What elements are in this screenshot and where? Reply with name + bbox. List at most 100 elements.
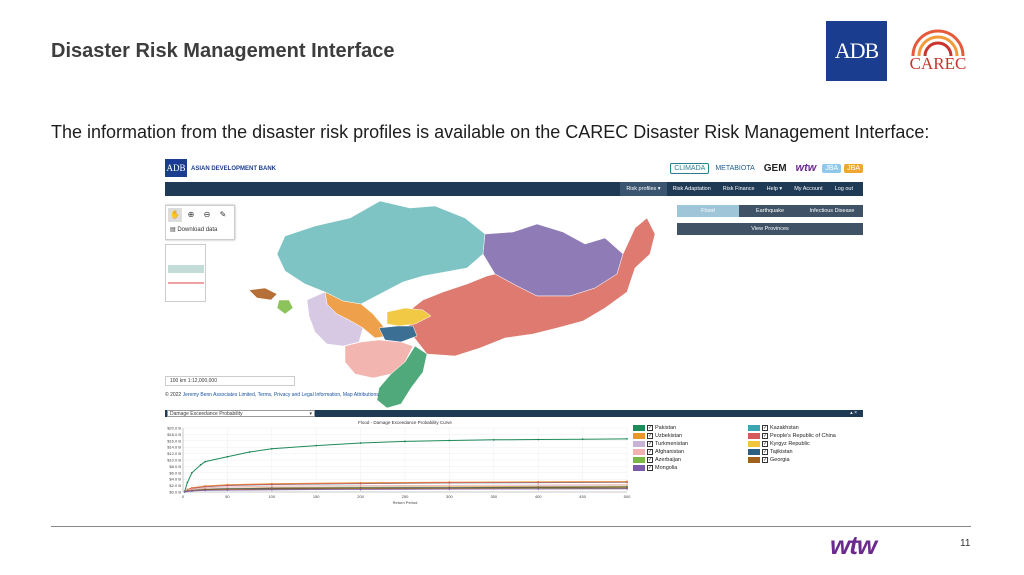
legend-checkbox[interactable]: ✓	[647, 457, 653, 463]
measure-ruler-icon[interactable]: ✎	[219, 210, 227, 219]
legend-label: Tajikistan	[770, 449, 793, 455]
x-tick-label: 200	[357, 494, 364, 499]
legend-item[interactable]: ✓ Mongolia	[633, 464, 688, 472]
legend-checkbox[interactable]: ✓	[762, 425, 768, 431]
legend-label: Azerbaijan	[655, 457, 681, 463]
map-region-azerbaijan[interactable]	[276, 299, 294, 315]
legend-label: Kyrgyz Republic	[770, 441, 810, 447]
y-tick-label: $12.0 B	[167, 451, 181, 456]
nav-my-account[interactable]: My Account	[794, 186, 823, 192]
legend-checkbox[interactable]: ✓	[647, 433, 653, 439]
legend-item[interactable]: ✓ Georgia	[748, 456, 836, 464]
attribution-prefix: © 2022	[165, 392, 182, 398]
download-data-button[interactable]: ▤ Download data	[170, 226, 217, 233]
map-region-kazakhstan[interactable]	[276, 200, 486, 305]
legend-checkbox[interactable]: ✓	[647, 465, 653, 471]
legend-item[interactable]: ✓ Kyrgyz Republic	[748, 440, 836, 448]
partner-metabiota: METABIOTA	[715, 164, 755, 172]
nav-log-out[interactable]: Log out	[834, 186, 853, 192]
series-point	[204, 489, 207, 492]
series-point	[190, 488, 193, 491]
legend-label: Afghanistan	[655, 449, 685, 455]
legend-label: People's Republic of China	[770, 433, 836, 439]
legend-checkbox[interactable]: ✓	[762, 457, 768, 463]
overview-minimap[interactable]	[165, 244, 206, 302]
series-point	[581, 438, 584, 441]
series-line-mongolia	[184, 488, 628, 493]
tab-flood[interactable]: Flood	[677, 205, 739, 217]
attribution-link-terms[interactable]: Terms, Privacy and Legal Information	[257, 392, 341, 398]
x-tick-label: 50	[225, 494, 230, 499]
series-point	[186, 490, 189, 493]
x-tick-label: 300	[446, 494, 453, 499]
download-data-label: Download data	[177, 227, 218, 233]
legend-swatch	[748, 441, 760, 447]
partner-logos: CLIMADA METABIOTA GEM wtw JBA JBA	[670, 156, 863, 180]
map-attribution: © 2022 Jeremy Benn Associates Limited, T…	[165, 392, 379, 398]
y-tick-label: $14.0 B	[167, 445, 181, 450]
map-view[interactable]: ✋ ⊕ ⊖ ✎ ▤ Download data 100 km 1:12,000,…	[165, 196, 863, 410]
legend-item[interactable]: ✓ Turkmenistan	[633, 440, 688, 448]
legend-item[interactable]: ✓ Uzbekistan	[633, 432, 688, 440]
legend-item[interactable]: ✓ People's Republic of China	[748, 432, 836, 440]
y-tick-label: $4.0 B	[169, 477, 181, 482]
y-tick-label: $2.0 B	[169, 483, 181, 488]
chart-type-select[interactable]: Damage Exceedance Probability ▾	[167, 410, 315, 417]
map-region-china[interactable]	[404, 217, 656, 357]
nav-risk-profiles[interactable]: Risk profiles ▾	[620, 182, 667, 196]
map-region-georgia[interactable]	[248, 287, 278, 301]
y-tick-label: $6.0 B	[169, 470, 181, 475]
legend-label: Georgia	[770, 457, 790, 463]
tab-earthquake[interactable]: Earthquake	[739, 205, 801, 217]
y-tick-label: $10.0 B	[167, 458, 181, 463]
nav-risk-adaptation[interactable]: Risk Adaptation	[672, 186, 711, 192]
x-tick-label: 400	[535, 494, 542, 499]
tab-infectious-disease[interactable]: Infectious Disease	[801, 205, 863, 217]
slide-body-text: The information from the disaster risk p…	[51, 122, 930, 142]
legend-checkbox[interactable]: ✓	[647, 449, 653, 455]
carec-map[interactable]	[165, 196, 863, 410]
nav-risk-finance[interactable]: Risk Finance	[722, 186, 755, 192]
series-point	[186, 481, 189, 484]
zoom-out-icon[interactable]: ⊖	[203, 210, 211, 219]
legend-checkbox[interactable]: ✓	[762, 433, 768, 439]
legend-item[interactable]: ✓ Pakistan	[633, 424, 688, 432]
partner-jba-1: JBA	[822, 163, 842, 173]
legend-checkbox[interactable]: ✓	[762, 441, 768, 447]
pan-hand-icon[interactable]: ✋	[168, 208, 182, 222]
carec-arc-icon	[911, 29, 965, 57]
carec-wordmark: CAREC	[909, 54, 967, 73]
legend-item[interactable]: ✓ Azerbaijan	[633, 456, 688, 464]
nav-help[interactable]: Help ▾	[766, 186, 783, 192]
attribution-link-map[interactable]: Map Attributions	[342, 392, 379, 398]
zoom-in-icon[interactable]: ⊕	[187, 210, 195, 219]
panel-controls[interactable]: ▴ ×	[850, 410, 857, 416]
legend-item[interactable]: ✓ Kazakhstan	[748, 424, 836, 432]
map-scale-bar: 100 km 1:12,000,000	[165, 376, 295, 386]
view-provinces-button[interactable]: View Provinces	[677, 223, 863, 235]
series-point	[448, 488, 451, 491]
legend-checkbox[interactable]: ✓	[647, 425, 653, 431]
x-tick-label: 100	[268, 494, 275, 499]
series-point	[270, 483, 273, 486]
legend-checkbox[interactable]: ✓	[647, 441, 653, 447]
series-point	[204, 485, 207, 488]
minimap-shape	[168, 265, 204, 284]
chart-title: Flood - Damage Exceedance Probability Cu…	[358, 420, 452, 425]
series-point	[626, 437, 628, 440]
map-region-turkmenistan[interactable]	[306, 291, 364, 347]
series-point	[204, 486, 207, 489]
series-point	[315, 444, 318, 447]
wtw-logo: wtw	[830, 530, 877, 560]
series-point	[626, 487, 628, 490]
map-region-tajikistan[interactable]	[378, 325, 418, 343]
legend-checkbox[interactable]: ✓	[762, 449, 768, 455]
map-region-pakistan[interactable]	[376, 345, 428, 409]
map-toolbox: ✋ ⊕ ⊖ ✎ ▤ Download data	[165, 205, 235, 240]
legend-swatch	[748, 449, 760, 455]
attribution-link-jba[interactable]: Jeremy Benn Associates Limited	[182, 392, 255, 398]
map-region-kyrgyz[interactable]	[386, 307, 432, 327]
legend-item[interactable]: ✓ Afghanistan	[633, 448, 688, 456]
series-point	[270, 485, 273, 488]
legend-item[interactable]: ✓ Tajikistan	[748, 448, 836, 456]
